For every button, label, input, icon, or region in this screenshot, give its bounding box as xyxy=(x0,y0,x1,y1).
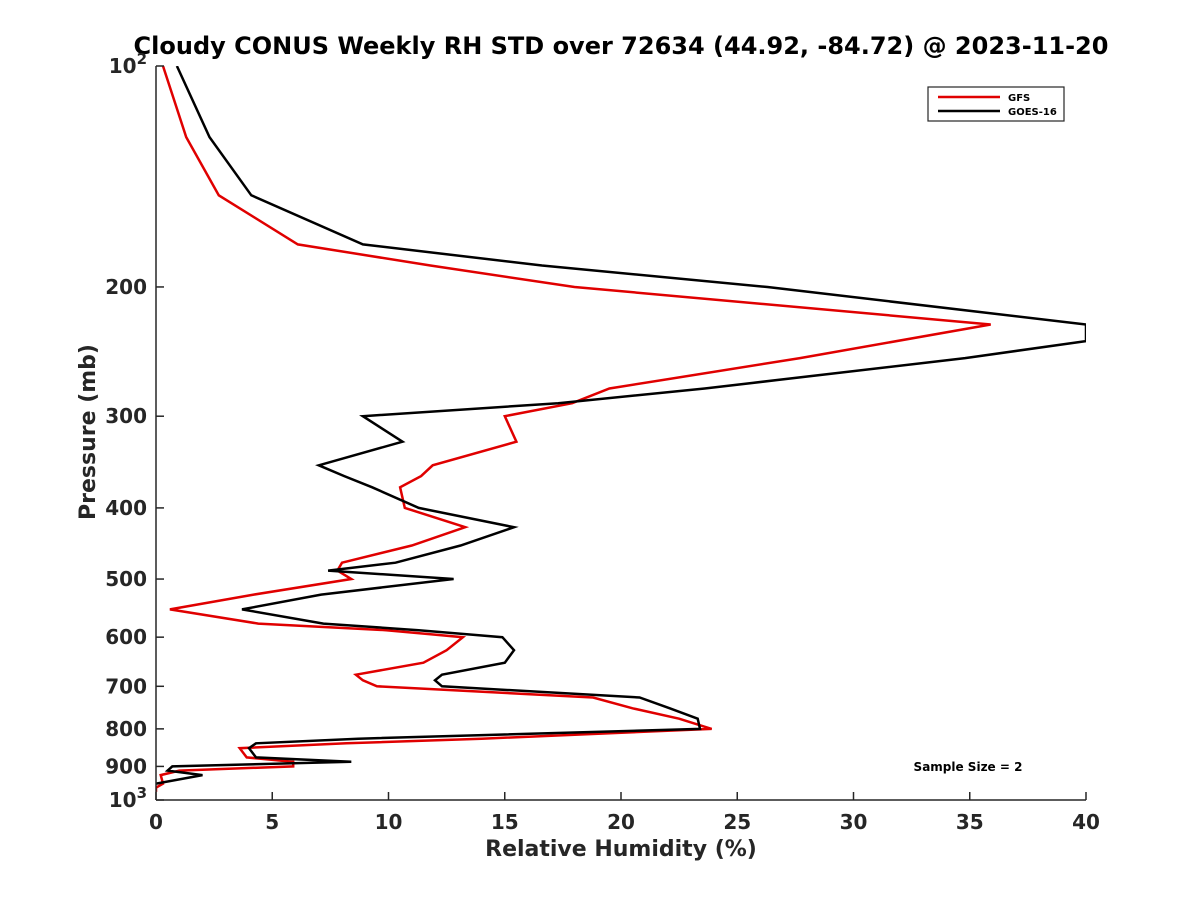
chart-title: Cloudy CONUS Weekly RH STD over 72634 (4… xyxy=(134,32,1109,60)
y-tick-label: 102 xyxy=(109,50,147,78)
sample-size-annotation: Sample Size = 2 xyxy=(914,760,1023,774)
x-tick-label: 15 xyxy=(491,810,519,834)
series-line-goes-16 xyxy=(156,66,1086,785)
x-tick-label: 40 xyxy=(1072,810,1100,834)
y-tick-label: 300 xyxy=(105,404,147,428)
legend-entry-label: GFS xyxy=(1008,93,1030,104)
y-tick-label: 800 xyxy=(105,717,147,741)
y-axis-label: Pressure (mb) xyxy=(76,344,101,520)
legend: GFS GOES-16 xyxy=(927,86,1065,122)
x-axis-label: Relative Humidity (%) xyxy=(485,837,757,862)
y-tick-label: 500 xyxy=(105,567,147,591)
x-tick-label: 0 xyxy=(149,810,163,834)
series-line-gfs xyxy=(156,66,991,792)
y-tick-label: 400 xyxy=(105,496,147,520)
y-tick-label: 103 xyxy=(109,784,147,812)
y-tick-label: 200 xyxy=(105,275,147,299)
y-tick-label: 600 xyxy=(105,625,147,649)
x-tick-label: 25 xyxy=(723,810,751,834)
x-tick-label: 5 xyxy=(265,810,279,834)
x-axis: 0 5 10 15 20 25 30 35 40 xyxy=(149,792,1100,834)
legend-box xyxy=(927,86,1065,122)
x-tick-label: 10 xyxy=(375,810,403,834)
x-tick-label: 20 xyxy=(607,810,635,834)
plot-area xyxy=(155,66,1086,801)
legend-entry-label: GOES-16 xyxy=(1008,107,1057,118)
y-tick-label: 900 xyxy=(105,754,147,778)
y-axis: 102 200 300 400 500 600 700 800 900 103 xyxy=(105,50,164,812)
x-tick-label: 35 xyxy=(956,810,984,834)
x-tick-label: 30 xyxy=(840,810,868,834)
plot-background xyxy=(156,66,1086,800)
y-tick-label: 700 xyxy=(105,674,147,698)
